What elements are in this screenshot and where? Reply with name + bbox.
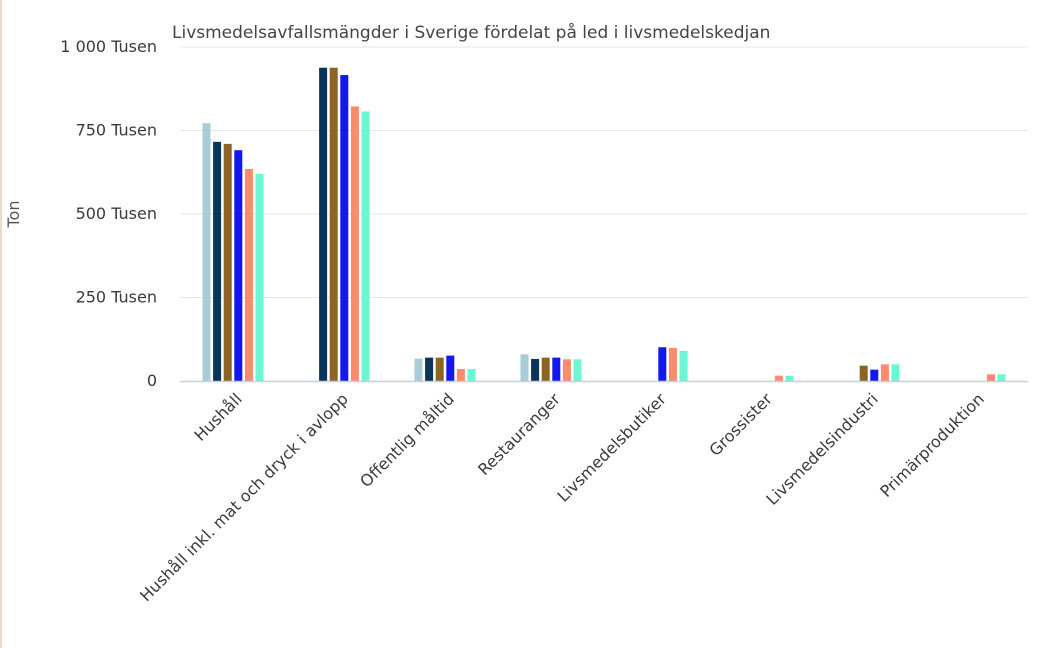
bar (881, 364, 889, 381)
bar (457, 369, 465, 381)
chart-title: Livsmedelsavfallsmängder i Sverige förde… (172, 22, 770, 43)
y-tick-label: 750 Tusen (76, 121, 157, 140)
bar (234, 150, 242, 381)
bars (203, 68, 1006, 381)
y-tick-labels: 0 250 Tusen 500 Tusen 750 Tusen 1 000 Tusen (60, 37, 157, 390)
x-tick-label: Primärproduktion (876, 389, 988, 501)
bar (892, 364, 900, 381)
x-tick-label: Offentlig måltid (356, 389, 458, 491)
bar (468, 369, 476, 381)
bar (351, 106, 359, 381)
bar (256, 174, 264, 381)
bar (658, 347, 666, 381)
bar (330, 68, 338, 381)
y-tick-label: 1 000 Tusen (60, 37, 157, 56)
x-tick-label: Livsmedelsindustri (762, 389, 881, 508)
y-tick-label: 500 Tusen (76, 204, 157, 223)
bar (319, 68, 327, 381)
x-tick-label: Grossister (705, 389, 776, 460)
bar (415, 359, 423, 381)
bar (680, 351, 688, 381)
bar (669, 348, 677, 381)
bar (775, 376, 783, 381)
bar (446, 356, 454, 381)
bar (521, 354, 529, 381)
bar (340, 75, 348, 381)
bar (224, 144, 232, 381)
bar (213, 142, 221, 381)
bar (425, 358, 433, 381)
bar (542, 358, 550, 381)
bar (203, 123, 211, 381)
bar (531, 359, 539, 381)
x-tick-label: Restauranger (474, 389, 564, 479)
y-tick-label: 0 (147, 371, 157, 390)
bar (436, 358, 444, 381)
bar (552, 358, 560, 381)
gridlines (180, 47, 1028, 298)
bar (987, 374, 995, 381)
bar (998, 374, 1006, 381)
bar (574, 359, 582, 381)
x-tick-label: Livsmedelsbutiker (553, 389, 670, 506)
bar (860, 366, 868, 381)
x-tick-label: Hushåll inkl. mat och dryck i avlopp (136, 389, 352, 605)
x-tick-label: Hushåll (190, 389, 245, 444)
y-axis-label: Ton (4, 201, 23, 229)
bar (870, 370, 878, 381)
bar (563, 359, 571, 381)
bar (245, 169, 253, 381)
y-tick-label: 250 Tusen (76, 288, 157, 307)
bar (362, 111, 370, 381)
bar (786, 376, 794, 381)
